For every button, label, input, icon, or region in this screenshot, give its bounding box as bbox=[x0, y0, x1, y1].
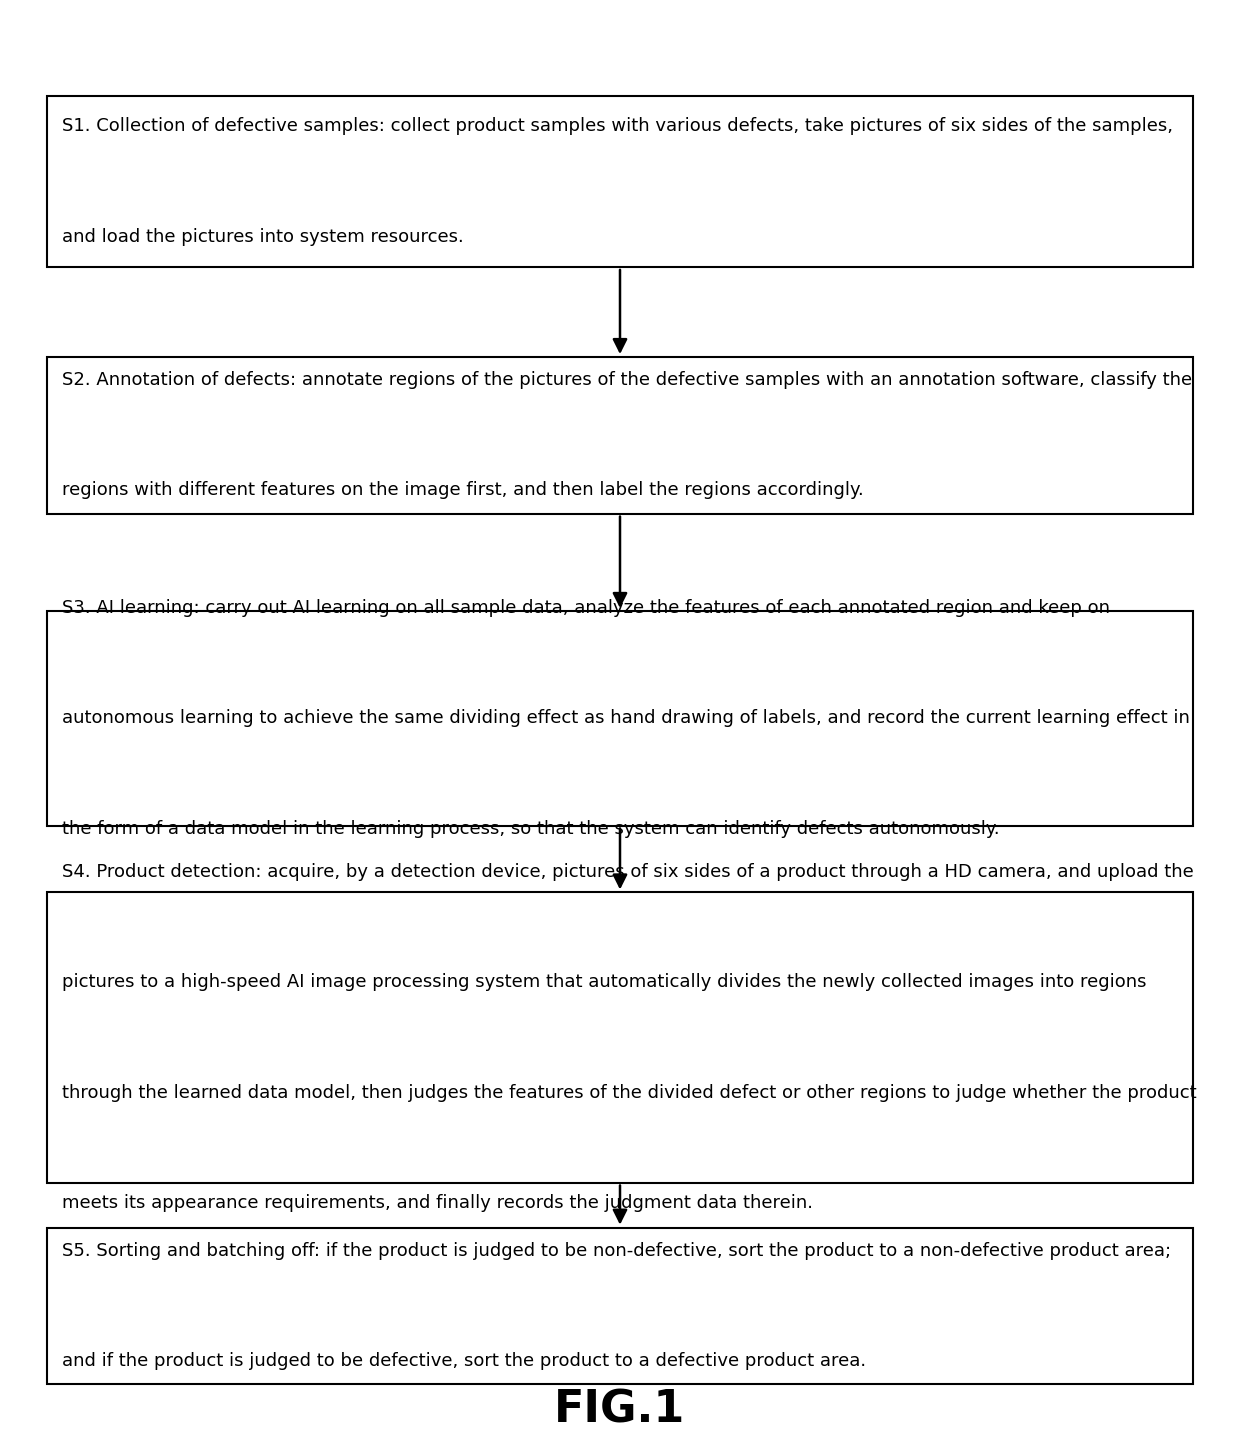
Text: through the learned data model, then judges the features of the divided defect o: through the learned data model, then jud… bbox=[62, 1084, 1197, 1101]
Text: autonomous learning to achieve the same dividing effect as hand drawing of label: autonomous learning to achieve the same … bbox=[62, 710, 1190, 727]
Bar bbox=[47, 611, 1193, 826]
Bar bbox=[47, 892, 1193, 1183]
Text: meets its appearance requirements, and finally records the judgment data therein: meets its appearance requirements, and f… bbox=[62, 1194, 813, 1212]
Bar bbox=[47, 96, 1193, 267]
Text: S4. Product detection: acquire, by a detection device, pictures of six sides of : S4. Product detection: acquire, by a det… bbox=[62, 863, 1194, 881]
Text: FIG.1: FIG.1 bbox=[554, 1389, 686, 1432]
Text: and load the pictures into system resources.: and load the pictures into system resour… bbox=[62, 228, 464, 245]
Text: regions with different features on the image first, and then label the regions a: regions with different features on the i… bbox=[62, 482, 864, 499]
Bar bbox=[47, 357, 1193, 514]
Text: and if the product is judged to be defective, sort the product to a defective pr: and if the product is judged to be defec… bbox=[62, 1352, 866, 1370]
Text: S2. Annotation of defects: annotate regions of the pictures of the defective sam: S2. Annotation of defects: annotate regi… bbox=[62, 371, 1192, 389]
Text: pictures to a high-speed AI image processing system that automatically divides t: pictures to a high-speed AI image proces… bbox=[62, 974, 1147, 991]
Bar bbox=[47, 1228, 1193, 1384]
Text: S5. Sorting and batching off: if the product is judged to be non-defective, sort: S5. Sorting and batching off: if the pro… bbox=[62, 1242, 1171, 1259]
Text: the form of a data model in the learning process, so that the system can identif: the form of a data model in the learning… bbox=[62, 820, 999, 837]
Text: S1. Collection of defective samples: collect product samples with various defect: S1. Collection of defective samples: col… bbox=[62, 118, 1173, 135]
Text: S3. AI learning: carry out AI learning on all sample data, analyze the features : S3. AI learning: carry out AI learning o… bbox=[62, 599, 1110, 617]
